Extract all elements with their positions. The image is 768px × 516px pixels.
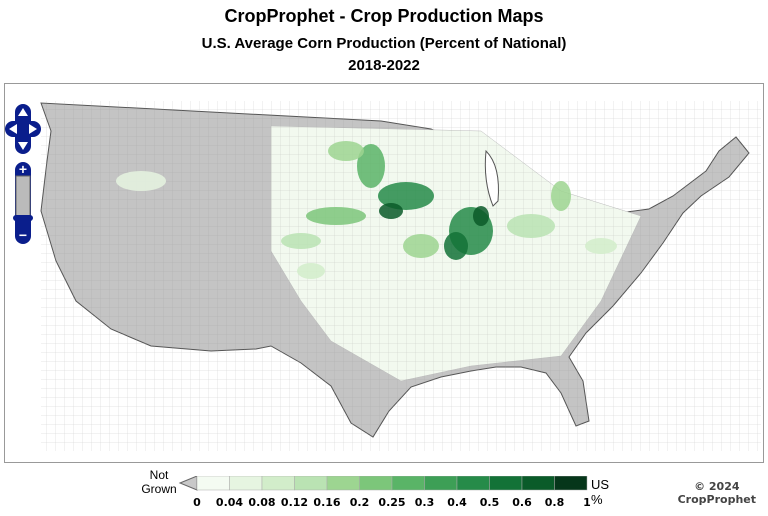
pan-control[interactable] [5,104,41,154]
legend-swatch [359,476,393,491]
legend-swatch [424,476,458,491]
production-area [378,182,434,210]
map-years: 2018-2022 [348,57,420,74]
legend-swatch [261,476,295,491]
production-area [473,206,489,226]
legend-swatch [456,476,490,491]
production-area [551,181,571,211]
legend-tick: 0.04 [215,496,244,509]
legend-tick: 0.8 [544,496,565,509]
production-area [585,238,617,254]
legend-tick: 1 [583,496,591,509]
page-title: CropProphet - Crop Production Maps [224,6,544,26]
unit-label: US % [591,477,610,507]
copyright-owner: CropProphet [677,493,756,506]
legend-tick: 0.12 [280,496,309,509]
legend-swatch [554,476,588,491]
legend-tick: 0.3 [414,496,435,509]
copyright-year: © 2024 [694,480,740,493]
production-area [379,203,403,219]
legend-swatch [521,476,555,491]
legend-swatch [294,476,328,491]
zoom-in-button[interactable]: + [19,161,27,177]
legend-tick: 0.16 [313,496,341,509]
copyright: © 2024 CropProphet [678,480,756,506]
legend-tick: 0.4 [447,496,467,509]
production-area [357,144,385,188]
legend-tick: 0.2 [349,496,370,509]
legend-swatch [196,476,230,491]
production-area [116,171,166,191]
production-area [444,232,468,260]
legend-tick: 0 [193,496,201,509]
map-viewport[interactable] [4,83,764,463]
lake-michigan [484,149,499,207]
legend-tick: 0.6 [512,496,532,509]
legend-tick: 0.25 [378,496,406,509]
not-grown-swatch [178,476,198,491]
zoom-slider[interactable] [15,175,31,219]
zoom-out-button[interactable]: − [19,227,27,243]
production-area [306,207,366,225]
not-grown-label: Not Grown [141,468,177,496]
production-area [281,233,321,249]
zoom-slider-handle[interactable] [13,215,33,221]
production-area [507,214,555,238]
legend-swatch [229,476,263,491]
production-area [297,263,325,279]
production-area [403,234,439,258]
map-navigation: + − [5,104,41,249]
us-county-map[interactable] [5,84,763,462]
map-subtitle: U.S. Average Corn Production (Percent of… [201,35,567,52]
legend-swatch [326,476,360,491]
legend-swatch [489,476,523,491]
production-area [328,141,364,161]
legend-tick: 0.08 [248,496,276,509]
legend-tick: 0.5 [479,496,500,509]
legend-swatch [391,476,425,491]
